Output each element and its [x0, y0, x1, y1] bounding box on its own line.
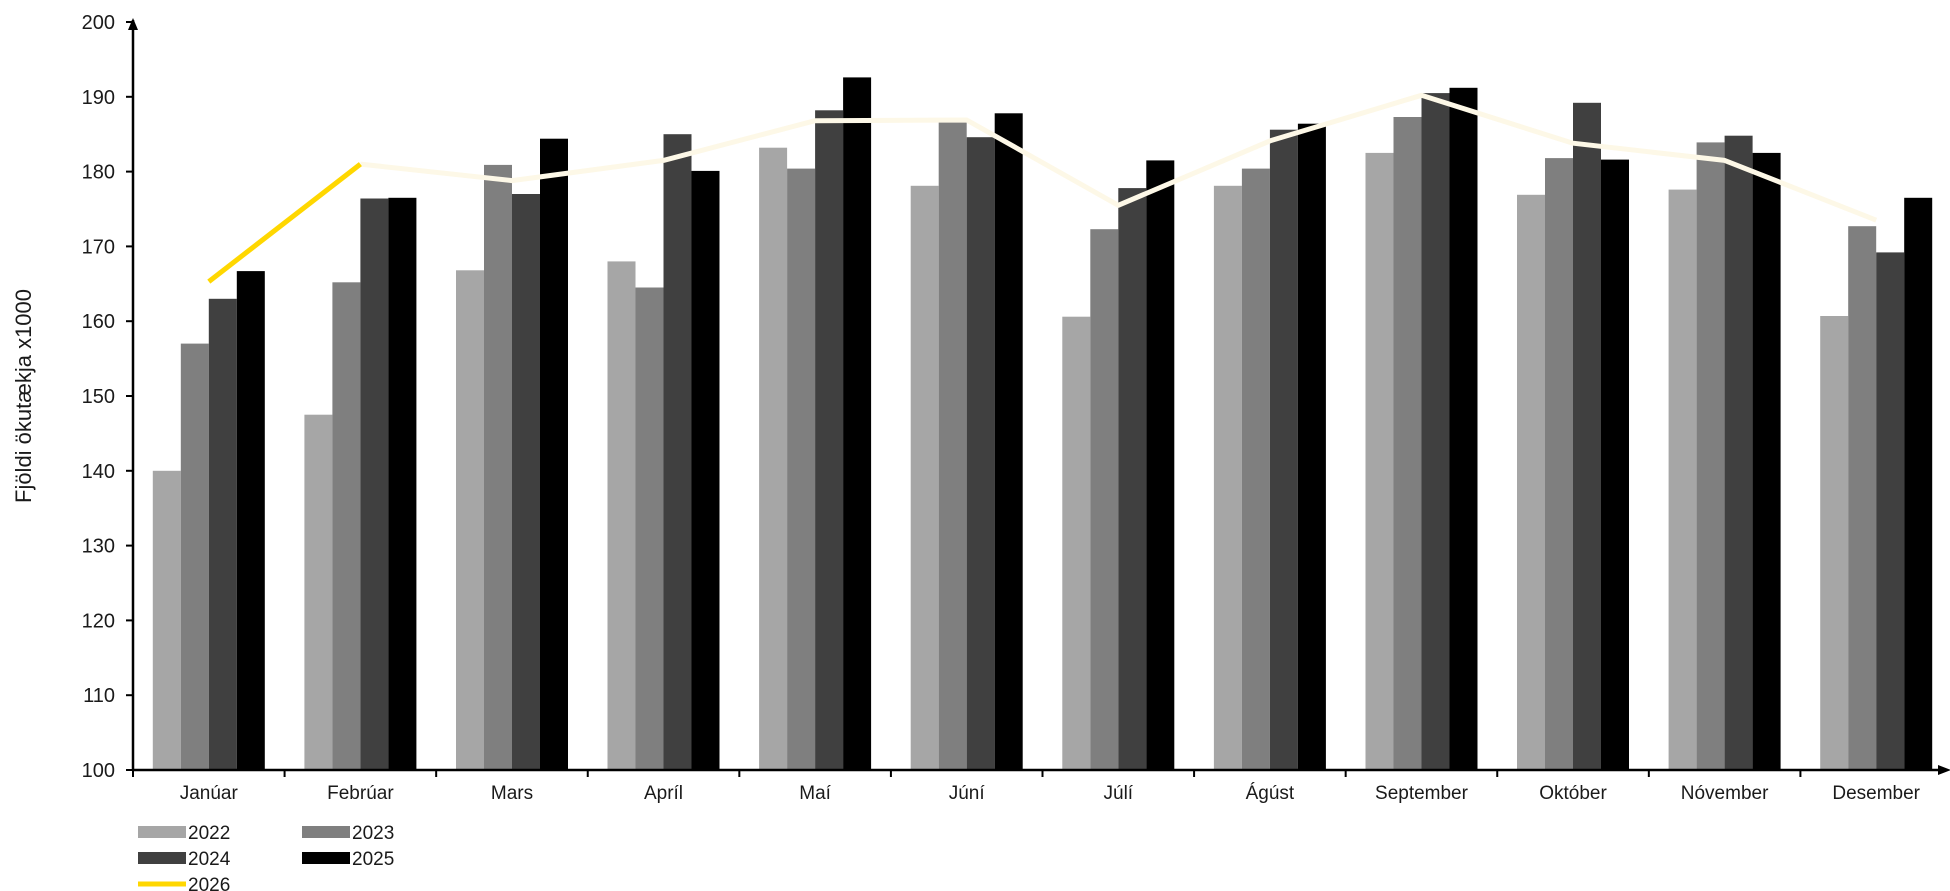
bar-2022-7	[1062, 316, 1091, 770]
x-tick-label: Október	[1539, 783, 1607, 804]
y-tick-label: 160	[82, 311, 115, 333]
line-layer	[207, 92, 1878, 284]
y-tick-label: 140	[82, 461, 115, 483]
bar-2025-5	[843, 77, 872, 770]
y-axis-arrow	[128, 18, 138, 30]
x-tick-labels: Janúar Febrúar Mars Apríl Maí Júní Júlí Ágúst Se…	[180, 783, 1921, 804]
y-tick-label: 130	[82, 536, 115, 558]
bar-2024-11	[1724, 135, 1753, 770]
bar-2025-9	[1449, 87, 1478, 771]
bar-2025-7	[1146, 160, 1175, 770]
bar-2022-9	[1365, 152, 1394, 770]
bar-2025-3	[540, 138, 568, 770]
bar-2024-1	[208, 298, 237, 770]
bar-2022-1	[152, 470, 181, 770]
bar-2024-2	[360, 198, 389, 770]
bar-2024-3	[512, 194, 540, 770]
bar-2023-3	[484, 164, 512, 770]
bar-2023-2	[332, 282, 361, 770]
line-2026	[207, 162, 362, 284]
line-2026-faded	[360, 92, 1878, 223]
bar-2025-6	[994, 113, 1023, 771]
bar-2023-11	[1696, 142, 1725, 770]
axes	[126, 18, 1950, 777]
bar-2023-1	[180, 343, 209, 770]
bar-2023-7	[1090, 229, 1119, 770]
bar-2022-4	[607, 261, 636, 770]
bar-2024-6	[966, 137, 995, 770]
bar-2022-11	[1668, 189, 1697, 771]
y-tick-label: 200	[82, 12, 115, 34]
y-tick-label: 180	[82, 162, 115, 184]
y-axis-title: Fjöldi ökutækja x1000	[11, 289, 36, 503]
y-tick-label: 190	[82, 87, 115, 109]
x-tick-label: Nóvember	[1681, 783, 1769, 804]
x-tick-label: Febrúar	[327, 783, 394, 804]
bar-2024-12	[1876, 252, 1905, 770]
legend-swatch-2024	[138, 852, 186, 864]
bar-2025-12	[1904, 197, 1933, 771]
legend-label-2026: 2026	[188, 875, 230, 891]
bar-2023-8	[1241, 168, 1270, 771]
y-tick-labels: 100 110 120 130 140 150 160 170 180 190 200	[82, 12, 115, 782]
bar-2022-10	[1517, 194, 1545, 771]
bar-2024-8	[1269, 129, 1298, 770]
y-tick-label: 120	[82, 610, 115, 632]
legend-label-2023: 2023	[352, 823, 394, 844]
bar-2022-12	[1820, 316, 1849, 770]
y-tick-label: 100	[82, 760, 115, 782]
y-tick-label: 150	[82, 386, 115, 408]
bar-2023-6	[938, 120, 967, 770]
legend-swatch-2022	[138, 826, 186, 838]
bar-2022-3	[456, 270, 484, 770]
x-tick-label: Apríl	[644, 783, 683, 804]
bar-2022-6	[910, 185, 939, 771]
x-tick-label: Júní	[949, 783, 986, 804]
bar-2022-2	[304, 414, 333, 770]
bar-2025-11	[1752, 152, 1781, 770]
bar-2024-5	[815, 110, 844, 771]
legend-label-2022: 2022	[188, 823, 230, 844]
y-tick-label: 170	[82, 236, 115, 258]
x-tick-label: Desember	[1832, 783, 1920, 804]
bar-2024-4	[663, 134, 692, 770]
bar-2025-8	[1297, 123, 1326, 770]
x-tick-label: Ágúst	[1246, 783, 1295, 804]
legend: 2022 2023 2024 2025 2026	[138, 823, 394, 891]
bar-2024-10	[1573, 102, 1601, 771]
bar-2024-7	[1118, 188, 1147, 771]
bars-layer	[152, 77, 1933, 771]
legend-swatch-2023	[302, 826, 350, 838]
x-tick-label: Maí	[799, 783, 831, 804]
bar-2022-5	[759, 147, 788, 770]
bar-2023-12	[1848, 226, 1877, 770]
x-tick-label: Mars	[491, 783, 533, 804]
x-axis-arrow	[1938, 765, 1950, 775]
legend-label-2025: 2025	[352, 849, 394, 870]
bar-2023-5	[787, 168, 816, 771]
bar-2025-1	[236, 271, 265, 770]
bar-2022-8	[1213, 185, 1242, 771]
bar-2025-2	[388, 197, 417, 771]
bar-2023-10	[1545, 158, 1573, 771]
legend-label-2024: 2024	[188, 849, 231, 870]
y-tick-label: 110	[83, 685, 115, 707]
bar-2024-9	[1421, 93, 1450, 771]
x-tick-label: Janúar	[180, 783, 239, 804]
legend-swatch-2025	[302, 852, 350, 864]
bar-2023-9	[1393, 117, 1422, 770]
x-tick-label: September	[1375, 783, 1469, 804]
bar-2025-10	[1601, 159, 1629, 771]
bar-2023-4	[635, 287, 664, 770]
x-tick-label: Júlí	[1104, 783, 1134, 804]
bar-2025-4	[691, 170, 720, 770]
